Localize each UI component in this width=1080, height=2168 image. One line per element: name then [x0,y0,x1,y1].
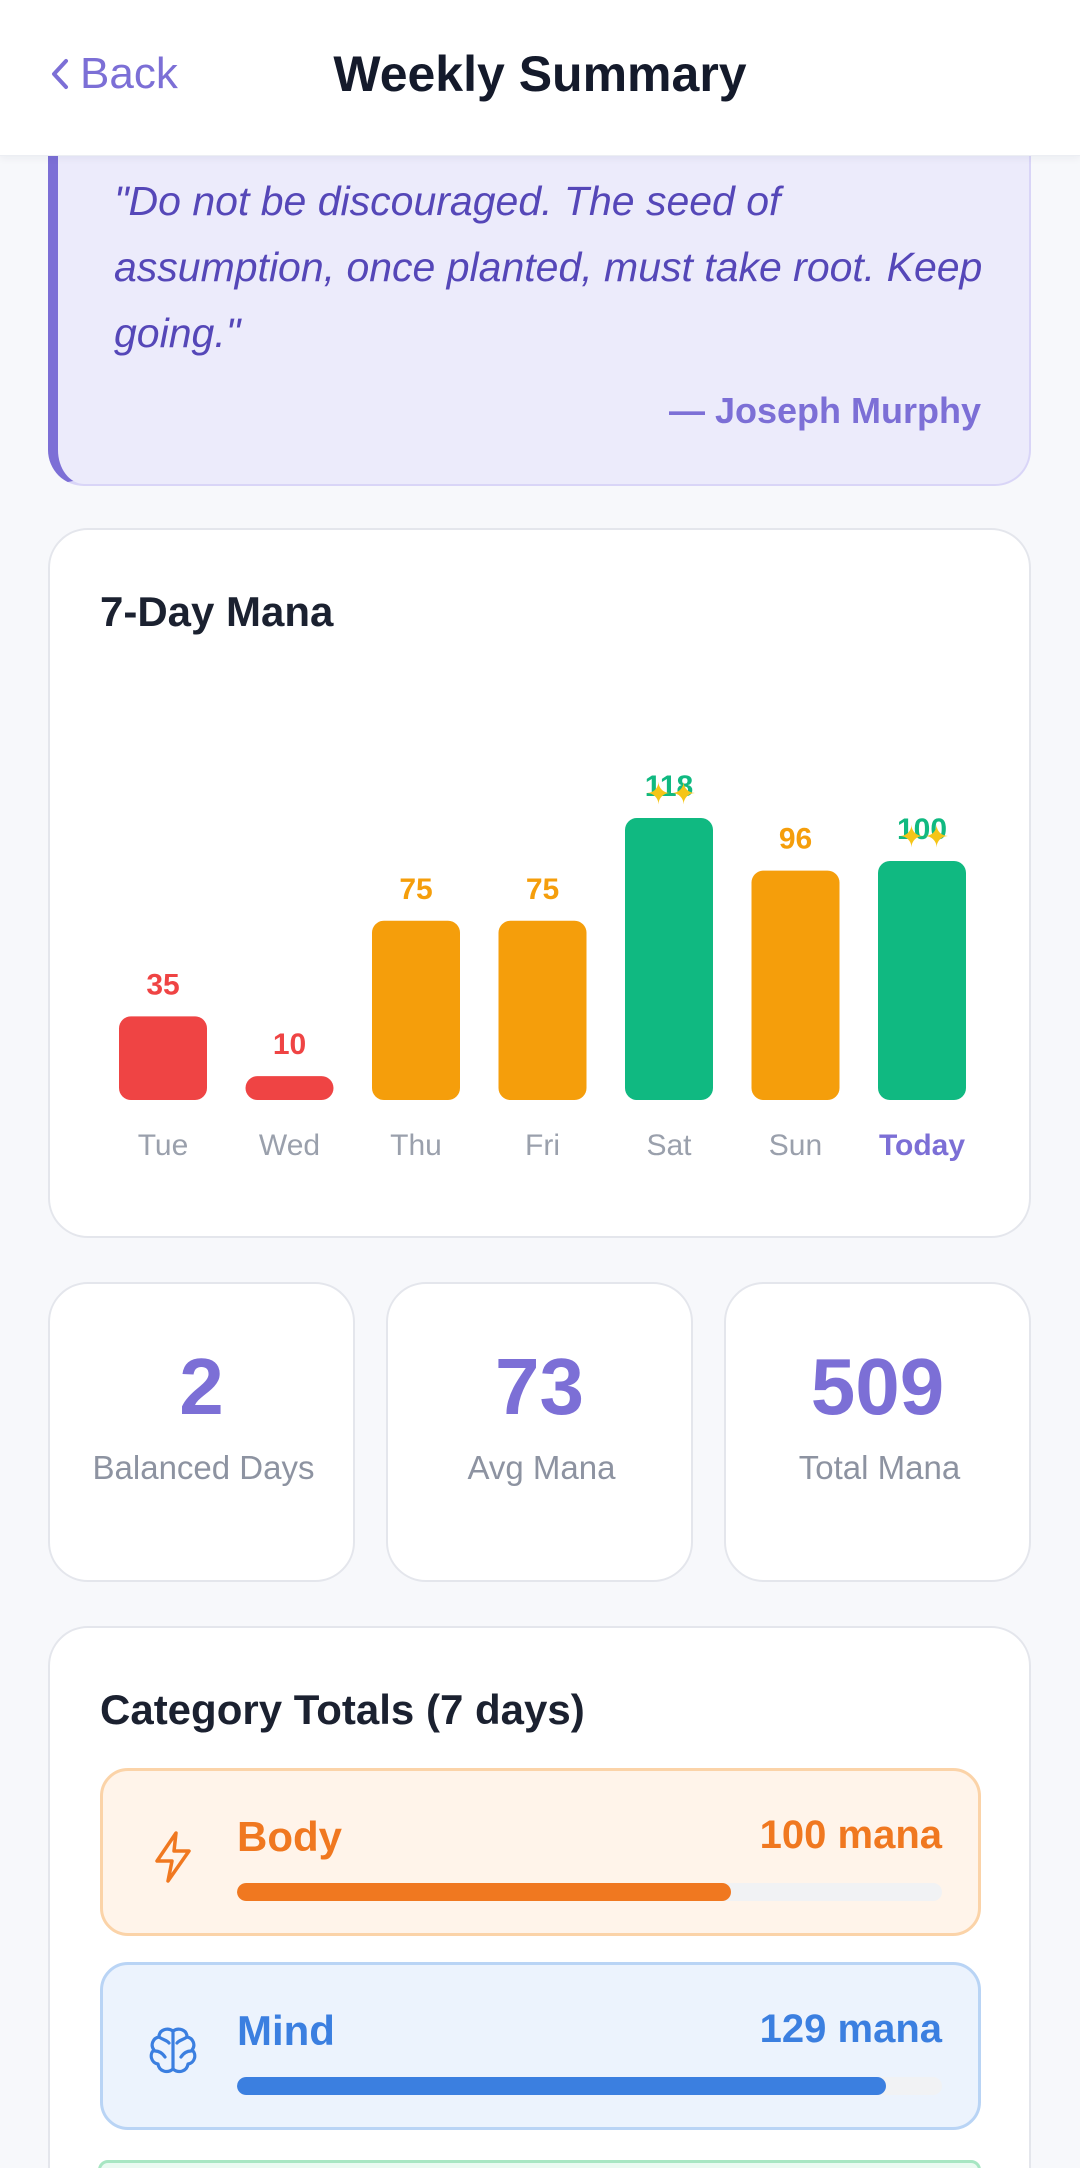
chart-title: 7-Day Mana [100,588,334,635]
back-label: Back [80,49,178,98]
category-item-next[interactable] [98,2160,981,2168]
chevron-left-icon [52,59,68,89]
day-label-thu: Thu [390,1129,442,1162]
day-label-wed: Wed [259,1129,320,1162]
bar-fri [498,920,587,1100]
weekly-mana-chart-card: 7-Day Mana 35 Tue 10 Wed 75 Thu 75 Fri 118 ✦✦ Sat 9… [48,528,1031,1238]
stats-row: 2 Balanced Days 73 Avg Mana 509 Total Ma… [48,1282,1031,1582]
category-name: Mind [237,2007,335,2054]
stat-label: Balanced Days [92,1449,315,1486]
bar-value-label: 10 [273,1028,306,1061]
stat-total-mana: 509 Total Mana [724,1282,1031,1582]
stat-balanced-days: 2 Balanced Days [48,1282,355,1582]
category-value: 129 mana [759,2007,942,2051]
sparkle-icon: ✦✦ [899,820,949,855]
bar-value-label: 75 [399,873,432,906]
category-item-body[interactable]: Body 100 mana [100,1768,981,1936]
stat-value: 2 [179,1342,224,1431]
category-progress-track [237,1883,942,1901]
stat-value: 509 [810,1342,945,1431]
bar-thu [372,920,460,1100]
stat-label: Avg Mana [467,1449,616,1486]
day-label-today: Today [879,1129,965,1162]
day-label-sun: Sun [769,1129,822,1162]
bar-sat [625,818,713,1100]
quote-card: "Do not be discouraged. The seed of assu… [48,120,1031,486]
bar-value-label: 96 [779,823,812,856]
day-label-sat: Sat [646,1129,692,1162]
quote-author: — Joseph Murphy [668,390,981,431]
top-bar: Back Weekly Summary [0,0,1080,156]
category-totals-card: Category Totals (7 days) Body 100 mana M… [48,1626,1031,2168]
category-value: 100 mana [759,1813,942,1857]
category-item-mind[interactable]: Mind 129 mana [100,1962,981,2130]
bar-value-label: 100 [897,813,947,846]
quote-text: "Do not be discouraged. The seed of assu… [114,178,983,356]
bar-tue [119,1016,207,1100]
stat-avg-mana: 73 Avg Mana [386,1282,693,1582]
category-totals-title: Category Totals (7 days) [100,1686,585,1733]
bar-wed [245,1076,334,1100]
category-progress-track [237,2077,942,2095]
bar-value-label: 75 [526,873,559,906]
day-label-fri: Fri [525,1129,560,1162]
bar-sun [751,870,840,1100]
category-name: Body [237,1813,342,1860]
bar-value-label: 118 [645,770,693,803]
page-title: Weekly Summary [333,46,747,102]
day-label-tue: Tue [138,1129,189,1162]
stat-label: Total Mana [798,1449,961,1486]
back-button[interactable]: Back [48,44,178,104]
bar-today [878,861,966,1100]
sparkle-icon: ✦✦ [646,777,696,812]
category-progress-fill [237,1883,731,1901]
mana-bar-chart: 35Tue10Wed75Thu75Fri118✦✦Sat96Sun100✦✦To… [119,770,966,1162]
stat-value: 73 [495,1342,584,1431]
bar-value-label: 35 [146,968,179,1001]
brain-icon [149,2027,197,2074]
category-progress-fill [237,2077,886,2095]
lightning-icon [155,1831,191,1883]
